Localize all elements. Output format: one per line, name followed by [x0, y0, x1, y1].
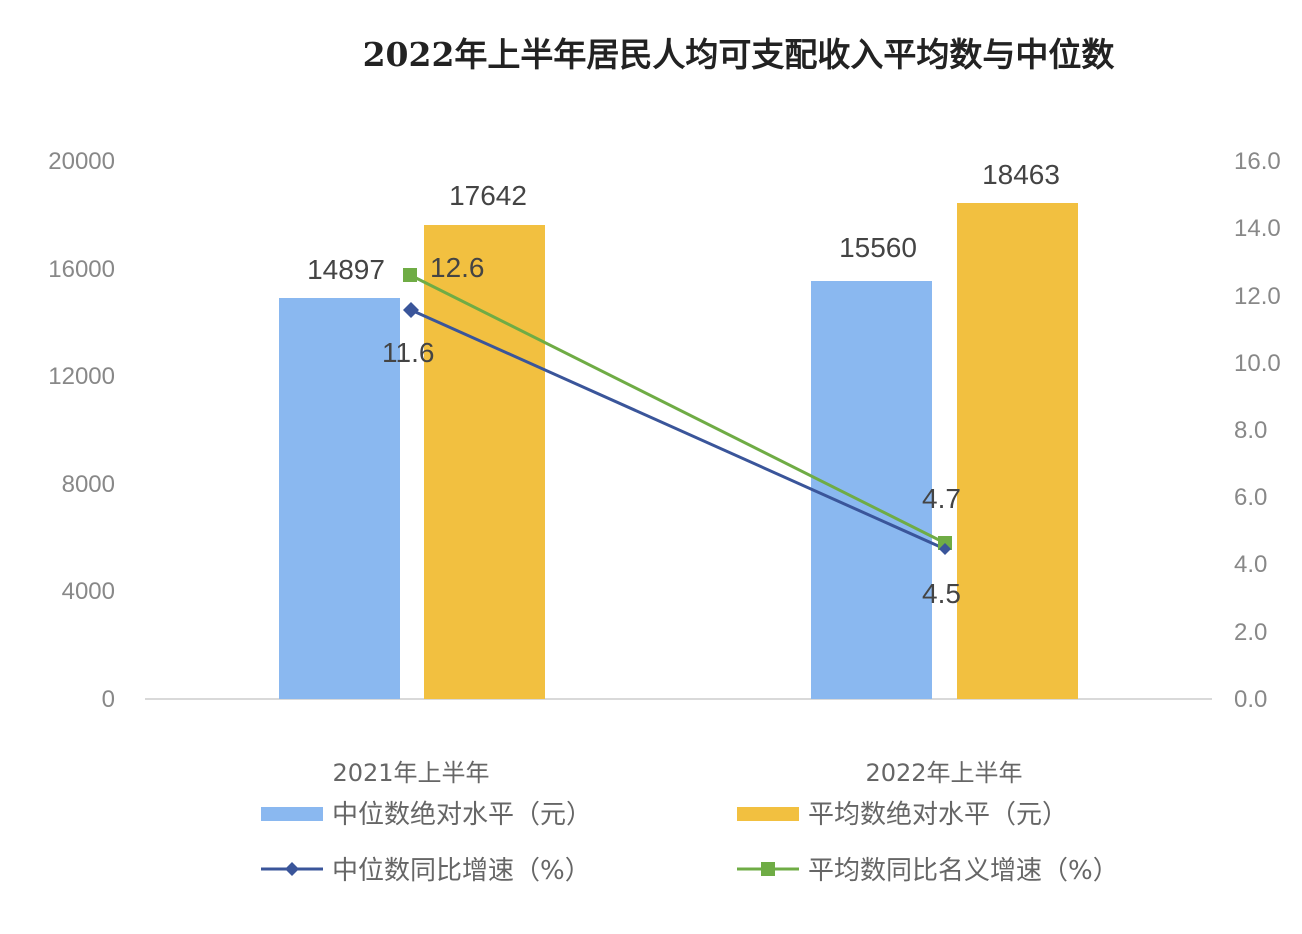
- category-label: 2022年上半年: [865, 759, 1022, 787]
- line-median-growth: [410, 308, 946, 551]
- diamond-icon: [285, 862, 299, 876]
- right-tick: 10.0: [1234, 350, 1281, 377]
- left-tick: 16000: [48, 256, 115, 283]
- right-tick: 0.0: [1234, 686, 1267, 713]
- line-mean-growth: [409, 273, 946, 545]
- square-marker: [403, 268, 417, 282]
- diamond-marker: [939, 543, 951, 555]
- bar-label: 14897: [307, 254, 385, 285]
- right-axis: 16.0 14.0 12.0 10.0 8.0 6.0 4.0 2.0 0.0: [1234, 148, 1281, 713]
- bar-median-2021: [279, 298, 400, 699]
- left-tick: 0: [102, 686, 115, 713]
- bar-median-2022: [811, 281, 932, 699]
- line-label: 12.6: [430, 252, 485, 283]
- right-tick: 16.0: [1234, 148, 1281, 175]
- left-tick: 4000: [62, 578, 115, 605]
- left-tick: 8000: [62, 471, 115, 498]
- legend-label: 中位数同比增速（%）: [332, 856, 591, 886]
- bar-label: 15560: [839, 232, 917, 263]
- right-tick: 4.0: [1234, 551, 1267, 578]
- left-axis: 20000 16000 12000 8000 4000 0: [48, 148, 115, 713]
- right-tick: 12.0: [1234, 283, 1281, 310]
- bar-mean-2021: [424, 225, 545, 699]
- right-tick: 6.0: [1234, 484, 1267, 511]
- legend-swatch-median-bar: [261, 807, 323, 821]
- diamond-marker: [403, 302, 419, 318]
- square-icon: [761, 862, 775, 876]
- legend-label: 平均数同比名义增速（%）: [808, 856, 1119, 886]
- right-tick: 2.0: [1234, 619, 1267, 646]
- category-label: 2021年上半年: [332, 759, 489, 787]
- legend: 中位数绝对水平（元） 平均数绝对水平（元） 中位数同比增速（%） 平均数同比名义…: [261, 800, 1119, 886]
- chart-title: 2022年上半年居民人均可支配收入平均数与中位数: [362, 35, 1115, 74]
- legend-label: 平均数绝对水平（元）: [808, 800, 1068, 830]
- bar-mean-2022: [957, 203, 1078, 699]
- legend-swatch-mean-bar: [737, 807, 799, 821]
- left-tick: 20000: [48, 148, 115, 175]
- legend-label: 中位数绝对水平（元）: [332, 800, 592, 830]
- line-label: 11.6: [382, 337, 434, 368]
- bar-label: 17642: [449, 180, 527, 211]
- right-tick: 8.0: [1234, 417, 1267, 444]
- left-tick: 12000: [48, 363, 115, 390]
- line-label: 4.7: [922, 483, 961, 514]
- line-label: 4.5: [922, 578, 961, 609]
- right-tick: 14.0: [1234, 215, 1281, 242]
- bar-label: 18463: [982, 159, 1060, 190]
